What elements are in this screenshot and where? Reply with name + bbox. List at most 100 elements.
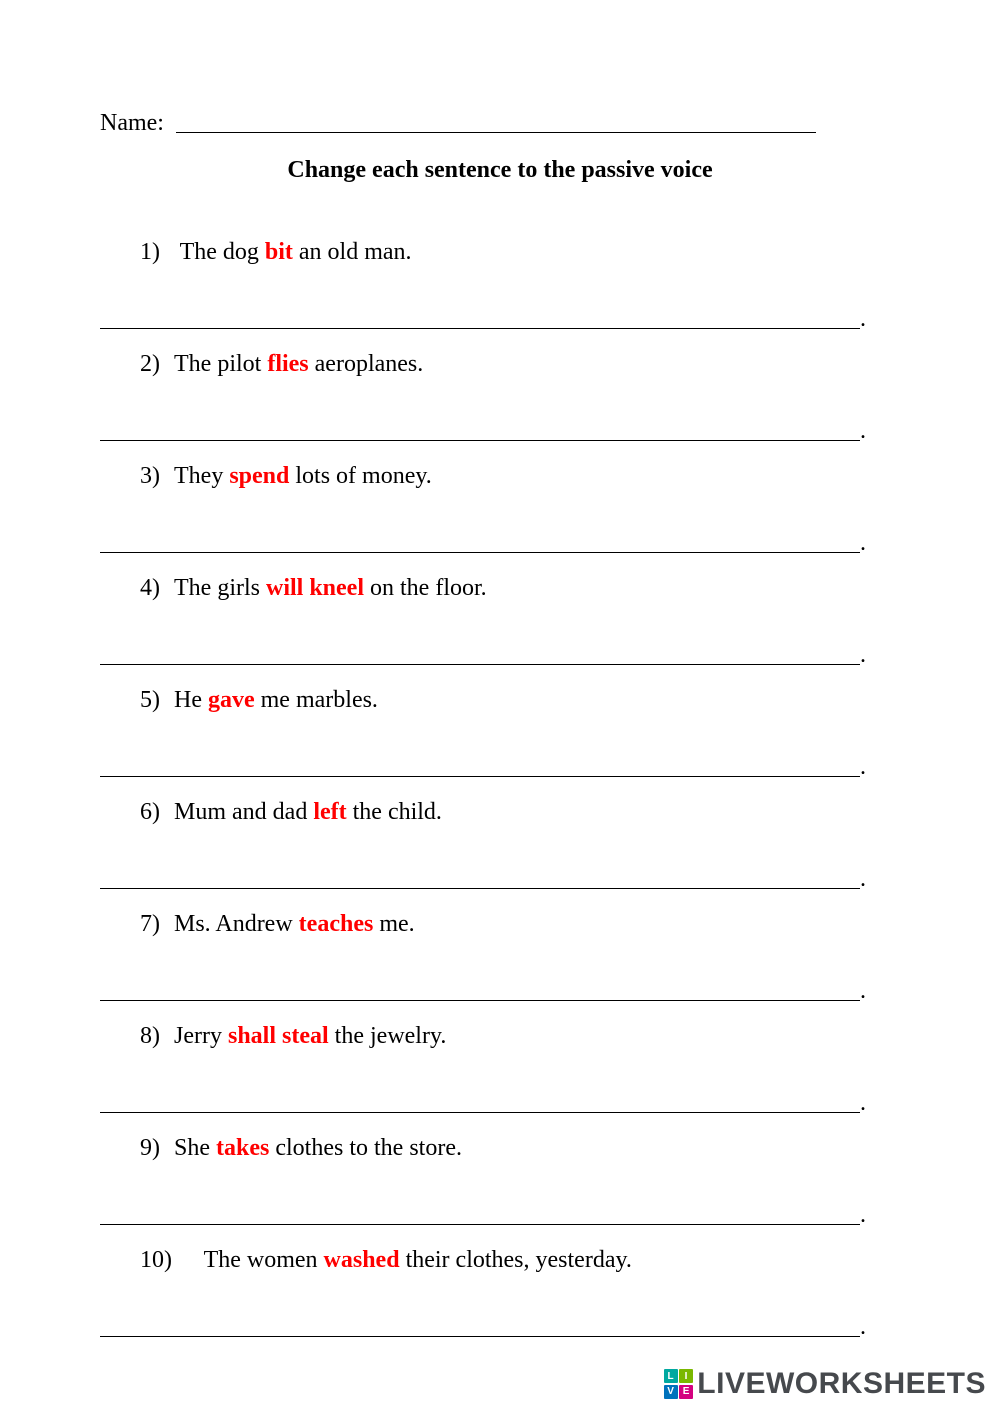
answer-underline[interactable] xyxy=(100,1224,860,1225)
sentence-verb: spend xyxy=(229,463,289,489)
question-item: 3)They spend lots of money.. xyxy=(100,463,900,557)
sentence-before: The pilot xyxy=(174,351,267,377)
sentence-after: clothes to the store. xyxy=(269,1135,462,1161)
question-text: 10) The women washed their clothes, yest… xyxy=(100,1247,900,1274)
answer-underline[interactable] xyxy=(100,1336,860,1337)
answer-line[interactable]: . xyxy=(100,306,900,333)
watermark-logo: L I V E xyxy=(664,1369,694,1399)
question-number: 8) xyxy=(140,1023,174,1050)
question-text: 9)She takes clothes to the store. xyxy=(100,1135,900,1162)
watermark: L I V E LIVEWORKSHEETS xyxy=(664,1367,986,1401)
answer-period: . xyxy=(860,1202,866,1228)
answer-underline[interactable] xyxy=(100,776,860,777)
question-number: 6) xyxy=(140,799,174,826)
question-text: 6)Mum and dad left the child. xyxy=(100,799,900,826)
sentence-after: an old man. xyxy=(293,239,412,265)
answer-line[interactable]: . xyxy=(100,418,900,445)
question-number: 4) xyxy=(140,575,174,602)
question-item: 1) The dog bit an old man.. xyxy=(100,239,900,333)
question-text: 7)Ms. Andrew teaches me. xyxy=(100,911,900,938)
question-number: 5) xyxy=(140,687,174,714)
sentence-after: me marbles. xyxy=(255,687,378,713)
sentence-before: Jerry xyxy=(174,1023,228,1049)
logo-cell: E xyxy=(679,1385,693,1399)
question-number: 3) xyxy=(140,463,174,490)
question-number: 10) xyxy=(140,1247,174,1274)
answer-period: . xyxy=(860,1314,866,1340)
question-text: 4)The girls will kneel on the floor. xyxy=(100,575,900,602)
sentence-after: aeroplanes. xyxy=(309,351,424,377)
name-input-line[interactable] xyxy=(176,132,816,133)
answer-period: . xyxy=(860,978,866,1004)
answer-line[interactable]: . xyxy=(100,530,900,557)
sentence-verb: gave xyxy=(208,687,255,713)
answer-line[interactable]: . xyxy=(100,1090,900,1117)
sentence-after: the child. xyxy=(347,799,442,825)
question-item: 2)The pilot flies aeroplanes.. xyxy=(100,351,900,445)
question-item: 6)Mum and dad left the child.. xyxy=(100,799,900,893)
questions-list: 1) The dog bit an old man..2)The pilot f… xyxy=(100,239,900,1341)
answer-underline[interactable] xyxy=(100,888,860,889)
question-item: 5)He gave me marbles.. xyxy=(100,687,900,781)
question-number: 2) xyxy=(140,351,174,378)
watermark-text: LIVEWORKSHEETS xyxy=(697,1367,986,1401)
answer-underline[interactable] xyxy=(100,1112,860,1113)
sentence-verb: takes xyxy=(216,1135,269,1161)
sentence-verb: left xyxy=(313,799,346,825)
question-item: 8)Jerry shall steal the jewelry.. xyxy=(100,1023,900,1117)
question-item: 9)She takes clothes to the store.. xyxy=(100,1135,900,1229)
name-field-row: Name: xyxy=(100,110,900,137)
question-number: 7) xyxy=(140,911,174,938)
logo-cell: I xyxy=(679,1369,693,1383)
sentence-before: He xyxy=(174,687,208,713)
question-item: 7)Ms. Andrew teaches me.. xyxy=(100,911,900,1005)
worksheet-page: Name: Change each sentence to the passiv… xyxy=(0,0,1000,1341)
sentence-after: me. xyxy=(373,911,414,937)
answer-line[interactable]: . xyxy=(100,1202,900,1229)
sentence-verb: teaches xyxy=(299,911,374,937)
question-text: 3)They spend lots of money. xyxy=(100,463,900,490)
sentence-before: The dog xyxy=(174,239,265,265)
sentence-verb: shall steal xyxy=(228,1023,329,1049)
question-text: 2)The pilot flies aeroplanes. xyxy=(100,351,900,378)
sentence-before: Mum and dad xyxy=(174,799,313,825)
answer-underline[interactable] xyxy=(100,552,860,553)
name-label: Name: xyxy=(100,110,164,136)
question-text: 8)Jerry shall steal the jewelry. xyxy=(100,1023,900,1050)
sentence-after: lots of money. xyxy=(289,463,431,489)
answer-period: . xyxy=(860,418,866,444)
sentence-verb: bit xyxy=(265,239,293,265)
answer-underline[interactable] xyxy=(100,328,860,329)
sentence-verb: washed xyxy=(324,1247,400,1273)
question-item: 4)The girls will kneel on the floor.. xyxy=(100,575,900,669)
answer-period: . xyxy=(860,642,866,668)
logo-cell: L xyxy=(664,1369,678,1383)
answer-line[interactable]: . xyxy=(100,866,900,893)
answer-line[interactable]: . xyxy=(100,754,900,781)
answer-line[interactable]: . xyxy=(100,1314,900,1341)
sentence-before: She xyxy=(174,1135,216,1161)
sentence-verb: will kneel xyxy=(266,575,364,601)
sentence-before: The girls xyxy=(174,575,266,601)
sentence-before: They xyxy=(174,463,229,489)
question-number: 9) xyxy=(140,1135,174,1162)
question-text: 5)He gave me marbles. xyxy=(100,687,900,714)
answer-period: . xyxy=(860,866,866,892)
answer-period: . xyxy=(860,754,866,780)
answer-period: . xyxy=(860,306,866,332)
answer-underline[interactable] xyxy=(100,1000,860,1001)
logo-cell: V xyxy=(664,1385,678,1399)
sentence-after: on the floor. xyxy=(364,575,487,601)
answer-underline[interactable] xyxy=(100,664,860,665)
worksheet-title: Change each sentence to the passive voic… xyxy=(100,157,900,184)
answer-line[interactable]: . xyxy=(100,642,900,669)
answer-line[interactable]: . xyxy=(100,978,900,1005)
sentence-after: their clothes, yesterday. xyxy=(400,1247,632,1273)
sentence-before: The women xyxy=(174,1247,324,1273)
question-number: 1) xyxy=(140,239,174,266)
sentence-before: Ms. Andrew xyxy=(174,911,299,937)
sentence-verb: flies xyxy=(267,351,308,377)
question-text: 1) The dog bit an old man. xyxy=(100,239,900,266)
answer-underline[interactable] xyxy=(100,440,860,441)
sentence-after: the jewelry. xyxy=(329,1023,447,1049)
